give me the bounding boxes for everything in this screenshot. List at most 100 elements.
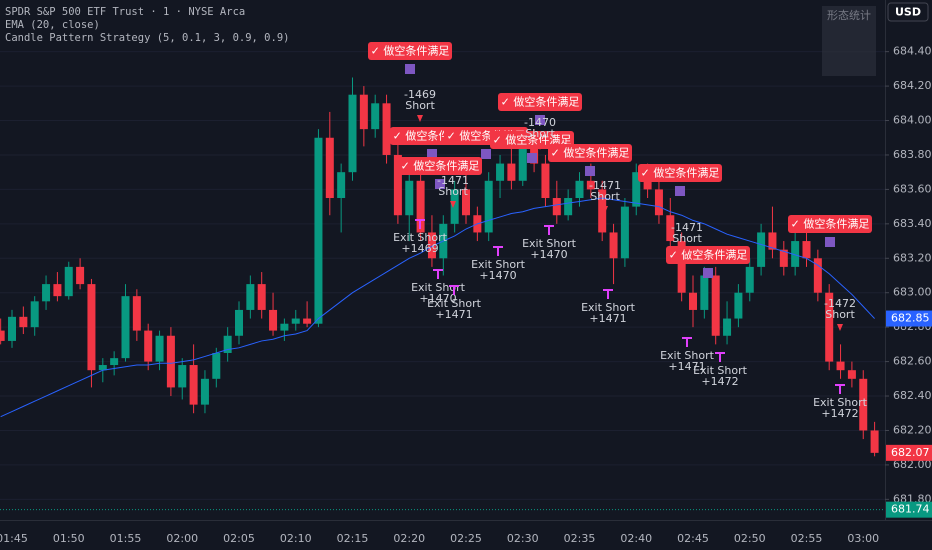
candle-body <box>121 296 130 359</box>
candle-body <box>711 275 720 336</box>
candle-body <box>427 232 436 259</box>
short-arrow <box>602 206 608 213</box>
candle-body <box>586 180 595 190</box>
candle-body <box>552 198 561 216</box>
short-arrow <box>537 143 543 150</box>
short-id: -1471 <box>437 174 469 187</box>
signal-marker <box>481 149 491 159</box>
candle-body <box>348 94 357 173</box>
x-tick-label: 03:00 <box>847 532 879 545</box>
y-tick-label: 683.80 <box>893 148 932 161</box>
candle-body <box>496 163 505 181</box>
candle-body <box>847 370 856 379</box>
signal-box <box>638 164 722 182</box>
candle-body <box>223 335 232 353</box>
x-tick-label: 02:50 <box>734 532 766 545</box>
short-side: Short <box>405 99 435 112</box>
short-side: Short <box>672 232 702 245</box>
exit-id: +1470 <box>419 292 456 305</box>
y-tick-label: 683.00 <box>893 286 932 299</box>
short-id: -1471 <box>671 221 703 234</box>
candle-body <box>155 335 164 362</box>
candle-body <box>393 154 402 216</box>
signal-marker <box>703 268 713 278</box>
candle-body <box>87 284 96 371</box>
short-arrow <box>837 324 843 331</box>
exit-marker <box>544 225 554 235</box>
ema-line <box>0 197 875 418</box>
x-tick-label: 02:10 <box>280 532 312 545</box>
signal-label: ✓ 做空条件满足 <box>371 44 450 58</box>
exit-id: +1470 <box>530 248 567 261</box>
signal-marker <box>405 64 415 74</box>
candle-body <box>132 296 141 331</box>
short-id: -1469 <box>404 88 436 101</box>
candle-body <box>382 103 391 155</box>
signal-label: ✓ 做空条件满足 <box>401 159 480 173</box>
x-tick-label: 01:45 <box>0 532 28 545</box>
y-tick-label: 682.40 <box>893 389 932 402</box>
candle-body <box>280 323 289 331</box>
x-tick-label: 02:40 <box>620 532 652 545</box>
candle-body <box>303 318 312 324</box>
candle-body <box>632 172 641 207</box>
candle-body <box>677 241 686 293</box>
candle-body <box>779 249 788 267</box>
exit-id: +1469 <box>401 242 438 255</box>
candle-body <box>212 352 221 379</box>
x-tick-label: 02:25 <box>450 532 482 545</box>
candle-body <box>654 189 663 216</box>
candle-body <box>757 232 766 267</box>
exit-id: +1471 <box>589 312 626 325</box>
signal-box <box>788 215 872 233</box>
exit-marker <box>493 246 503 256</box>
candle-body <box>0 330 5 341</box>
exit-text: Exit Short <box>411 281 466 294</box>
y-tick-label: 684.40 <box>893 45 932 58</box>
exit-text: Exit Short <box>471 258 526 271</box>
price-tag <box>886 444 932 461</box>
exit-id: +1470 <box>479 269 516 282</box>
candle-body <box>825 292 834 362</box>
candle-body <box>76 266 85 285</box>
price-tag-label: 681.74 <box>891 503 930 516</box>
candle-body <box>541 163 550 199</box>
exit-marker <box>433 269 443 279</box>
candle-body <box>620 206 629 259</box>
candle-body <box>405 180 414 216</box>
candle-body <box>791 241 800 267</box>
short-side: Short <box>825 308 855 321</box>
x-tick-label: 02:00 <box>166 532 198 545</box>
signal-marker <box>585 166 595 176</box>
x-tick-label: 02:45 <box>677 532 709 545</box>
candle-body <box>416 180 425 233</box>
candle-body <box>575 180 584 199</box>
candle-body <box>110 358 119 366</box>
currency-button[interactable] <box>887 2 929 22</box>
candle-body <box>507 163 516 181</box>
candle-body <box>768 232 777 250</box>
candle-body <box>325 137 334 199</box>
exit-text: Exit Short <box>813 396 868 409</box>
candle-body <box>314 137 323 324</box>
candle-body <box>246 284 255 310</box>
signal-label: ✓ 做空条件满足 <box>641 166 720 180</box>
candle-body <box>269 309 278 331</box>
short-id: -1472 <box>824 297 856 310</box>
candle-body <box>462 189 470 216</box>
candle-body <box>144 330 153 362</box>
candle-body <box>53 284 62 297</box>
price-tag <box>886 501 932 518</box>
ema-legend: EMA (20, close) <box>5 19 100 31</box>
exit-text: Exit Short <box>693 364 748 377</box>
short-arrow <box>450 201 456 208</box>
exit-marker <box>415 219 425 229</box>
symbol-title: SPDR S&P 500 ETF Trust · 1 · NYSE Arca <box>5 6 245 18</box>
y-tick-label: 682.00 <box>893 458 932 471</box>
short-side: Short <box>525 127 555 140</box>
signal-marker <box>675 186 685 196</box>
exit-text: Exit Short <box>581 301 636 314</box>
exit-marker <box>449 285 459 295</box>
currency-label[interactable]: USD <box>895 6 921 19</box>
